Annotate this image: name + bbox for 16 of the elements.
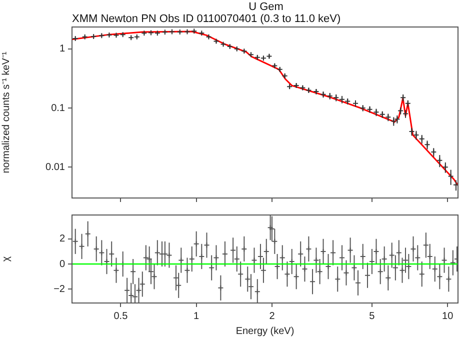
y-tick-label: 2 <box>59 234 66 245</box>
x-tick-label: 10 <box>442 310 454 322</box>
y-tick-label: 0.1 <box>51 102 66 114</box>
y-tick-label: 0 <box>59 258 66 270</box>
y-axis-title: χ <box>0 256 12 262</box>
x-axis-title: Energy (keV) <box>236 326 294 337</box>
x-tick-label: 2 <box>269 310 276 322</box>
chart-title: U Gem <box>248 1 284 13</box>
x-tick-label: 1 <box>194 310 200 322</box>
x-tick-label: 0.5 <box>114 310 128 322</box>
y-tick-label: 0.01 <box>46 162 66 173</box>
x-tick-label: 5 <box>369 310 376 322</box>
y-axis-title: normalized counts s⁻¹ keV⁻¹ <box>0 51 12 174</box>
y-tick-label: −2 <box>54 284 66 295</box>
chart-subtitle: XMM Newton PN Obs ID 0110070401 (0.3 to 11.0 keV) <box>72 13 341 25</box>
y-tick-label: 1 <box>59 44 66 55</box>
